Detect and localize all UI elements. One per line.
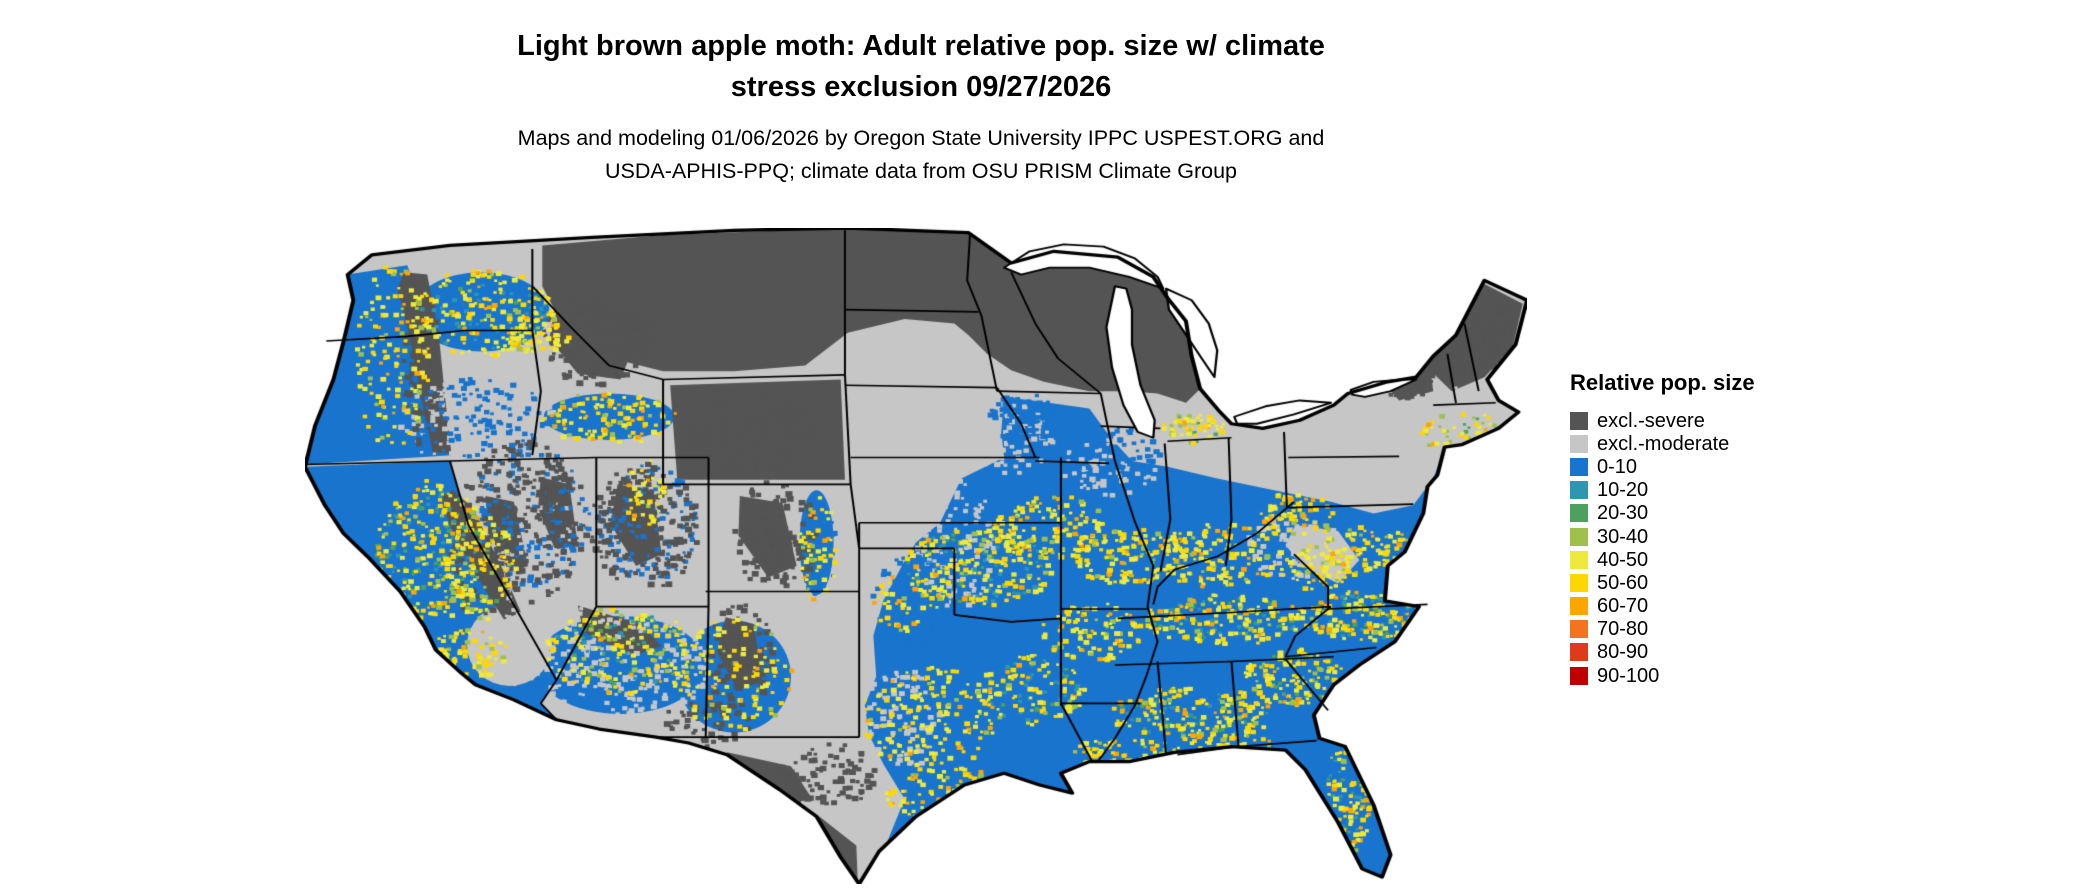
legend-swatch [1570, 620, 1588, 639]
legend-label: 40-50 [1597, 548, 1649, 571]
legend-label: 50-60 [1597, 571, 1649, 594]
legend-item: 80-90 [1570, 641, 1890, 664]
legend-label: excl.-severe [1597, 409, 1705, 432]
us-map-canvas [305, 228, 1527, 884]
legend-item: excl.-severe [1570, 409, 1890, 432]
legend-item: excl.-moderate [1570, 432, 1890, 455]
subtitle: Maps and modeling 01/06/2026 by Oregon S… [141, 122, 1701, 188]
legend-label: 10-20 [1597, 479, 1649, 502]
legend-swatch [1570, 434, 1588, 453]
legend-item: 40-50 [1570, 548, 1890, 571]
legend-label: 0-10 [1597, 455, 1638, 478]
legend-swatch [1570, 573, 1588, 592]
legend-label: 20-30 [1597, 502, 1649, 525]
legend-label: 90-100 [1597, 664, 1660, 687]
legend-item: 50-60 [1570, 571, 1890, 594]
title-line-2: stress exclusion 09/27/2026 [730, 71, 1112, 103]
legend-item: 70-80 [1570, 618, 1890, 641]
legend-label: 60-70 [1597, 595, 1649, 618]
legend-item: 0-10 [1570, 455, 1890, 478]
legend-label: 80-90 [1597, 641, 1649, 664]
legend-item: 60-70 [1570, 595, 1890, 618]
legend-swatch [1570, 666, 1588, 685]
legend-title: Relative pop. size [1570, 370, 1755, 395]
subtitle-line-2: USDA-APHIS-PPQ; climate data from OSU PR… [604, 159, 1238, 183]
subtitle-line-1: Maps and modeling 01/06/2026 by Oregon S… [517, 126, 1325, 150]
legend-swatch [1570, 550, 1588, 569]
legend-swatch [1570, 643, 1588, 662]
legend-swatch [1570, 504, 1588, 523]
page-title: Light brown apple moth: Adult relative p… [141, 26, 1701, 108]
legend-label: excl.-moderate [1597, 432, 1730, 455]
legend-swatch [1570, 411, 1588, 430]
legend-swatch [1570, 457, 1588, 476]
legend-item: 10-20 [1570, 479, 1890, 502]
legend-label: 30-40 [1597, 525, 1649, 548]
legend: Relative pop. size excl.-severe excl.-mod… [1570, 370, 1890, 687]
legend-swatch [1570, 597, 1588, 616]
legend-items: excl.-severe excl.-moderate 0-10 10-20 20-30… [1570, 409, 1890, 687]
legend-swatch [1570, 527, 1588, 546]
legend-item: 90-100 [1570, 664, 1890, 687]
legend-swatch [1570, 481, 1588, 500]
title-line-1: Light brown apple moth: Adult relative p… [517, 30, 1325, 62]
legend-item: 20-30 [1570, 502, 1890, 525]
header: Light brown apple moth: Adult relative p… [141, 26, 1701, 188]
legend-item: 30-40 [1570, 525, 1890, 548]
legend-label: 70-80 [1597, 618, 1649, 641]
